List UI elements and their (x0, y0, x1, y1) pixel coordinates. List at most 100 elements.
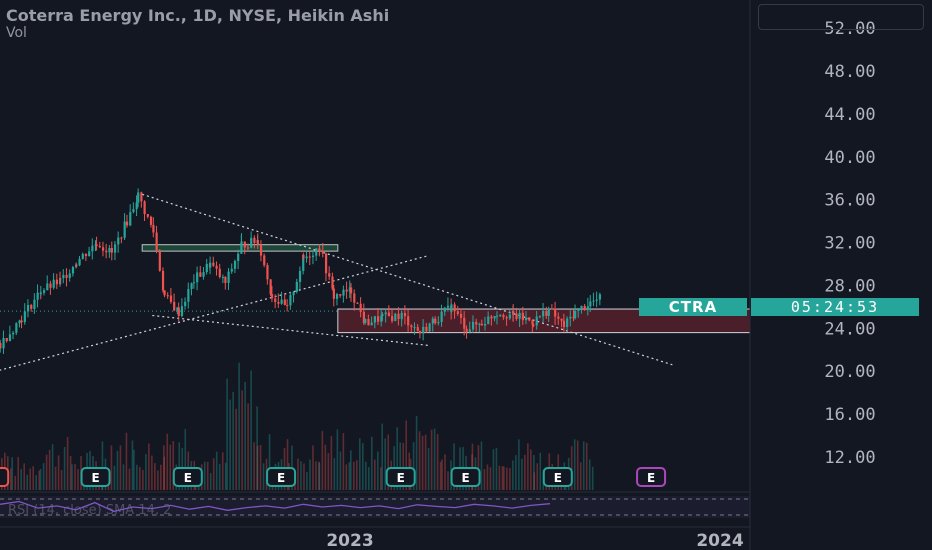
candle-body (324, 253, 328, 274)
candle-body (120, 237, 123, 239)
candle-body (140, 192, 143, 202)
volume-bar (226, 378, 228, 490)
resistance-box[interactable] (141, 244, 339, 252)
candle-body (230, 268, 233, 272)
candle-body (370, 322, 373, 326)
candle-body (274, 298, 277, 302)
candle-body (173, 301, 176, 311)
candle-body (468, 329, 471, 332)
volume-bar (387, 434, 390, 490)
volume-bar (356, 460, 358, 490)
time-axis[interactable]: 2023 2024 (326, 531, 743, 550)
volume-bar (421, 435, 424, 490)
volume-bar (172, 441, 175, 490)
candle-body (84, 253, 88, 256)
volume-bar (101, 441, 104, 490)
volume-bar (300, 461, 302, 490)
volume-bar (253, 442, 255, 490)
candle-body (364, 319, 367, 323)
volume-bar (229, 399, 231, 490)
earnings-marker[interactable] (450, 467, 481, 487)
price-axis[interactable]: 52.0048.0044.0040.0036.0032.0028.0024.00… (824, 19, 875, 468)
volume-bar (60, 470, 63, 490)
candle-body (62, 274, 65, 279)
candle-body (224, 276, 227, 283)
candle-body (123, 221, 126, 238)
candle-body (2, 338, 5, 349)
lower-trendline[interactable] (152, 314, 430, 347)
volume-bar (256, 406, 258, 490)
candle-body (348, 287, 351, 292)
candle-body (137, 192, 140, 203)
volume-bar (206, 461, 209, 490)
volume-bar (327, 453, 330, 490)
candle-body (199, 272, 202, 277)
earnings-marker[interactable] (80, 467, 111, 487)
volume-bar (268, 434, 271, 490)
volume-label: Vol (6, 25, 27, 41)
volume-bar (23, 463, 26, 490)
volume-bar (51, 444, 54, 490)
volume-bar (136, 464, 138, 490)
volume-bar (54, 466, 57, 490)
volume-bar (235, 408, 237, 490)
volume-bar (142, 469, 144, 490)
earnings-marker-label: E (461, 471, 469, 485)
candle-body (177, 307, 180, 316)
price-tick-label: 40.00 (824, 148, 875, 168)
volume-bar (160, 464, 162, 490)
volume-bar (336, 429, 339, 490)
candle-body (295, 281, 298, 292)
candle-body (583, 305, 586, 310)
volume-bar (318, 462, 321, 490)
candle-body (554, 308, 557, 317)
volume-bar (203, 461, 206, 490)
earnings-marker-label: E (397, 471, 405, 485)
candle-body (391, 316, 394, 322)
volume-bar (318, 461, 320, 490)
candle-body (88, 251, 91, 256)
candle-body (437, 321, 440, 324)
candle-body (532, 324, 535, 326)
volume-bar (348, 462, 351, 490)
earnings-marker-label: E (91, 471, 99, 485)
earnings-marker[interactable] (172, 467, 203, 487)
candle-body (55, 279, 59, 285)
candle-body (574, 310, 577, 319)
earnings-marker[interactable] (542, 467, 573, 487)
volume-bar (530, 449, 532, 490)
candle-body (318, 250, 321, 252)
earnings-markers[interactable]: EEEEEEEE (0, 467, 667, 487)
candle-body (18, 320, 21, 324)
volume-bar (63, 447, 66, 490)
candle-body (33, 299, 36, 309)
price-tick-label: 24.00 (824, 319, 875, 339)
candle-body (518, 312, 521, 319)
candle-body (176, 307, 179, 311)
volume-bar (221, 452, 224, 490)
toolbar-button[interactable] (758, 4, 924, 30)
candle-body (400, 313, 403, 315)
candle-body (110, 247, 113, 253)
volume-bar (125, 432, 128, 490)
earnings-marker[interactable] (636, 467, 667, 487)
volume-bar (515, 455, 517, 490)
volume-bar (430, 429, 433, 490)
earnings-marker[interactable] (385, 467, 416, 487)
volume-bar (315, 461, 317, 490)
candle-body (166, 295, 169, 297)
candle-body (143, 201, 146, 215)
volume-bar (38, 470, 41, 490)
volume-bar (218, 463, 221, 490)
volume-bar (477, 445, 480, 490)
candle-body (190, 283, 193, 290)
earnings-marker[interactable] (266, 467, 297, 487)
earnings-marker[interactable] (0, 467, 10, 487)
candle-body (350, 287, 353, 294)
volume-bar (247, 403, 249, 490)
volume-bar (573, 439, 576, 490)
candle-body (52, 279, 55, 288)
volume-bar (39, 468, 42, 490)
candle-body (453, 304, 456, 312)
